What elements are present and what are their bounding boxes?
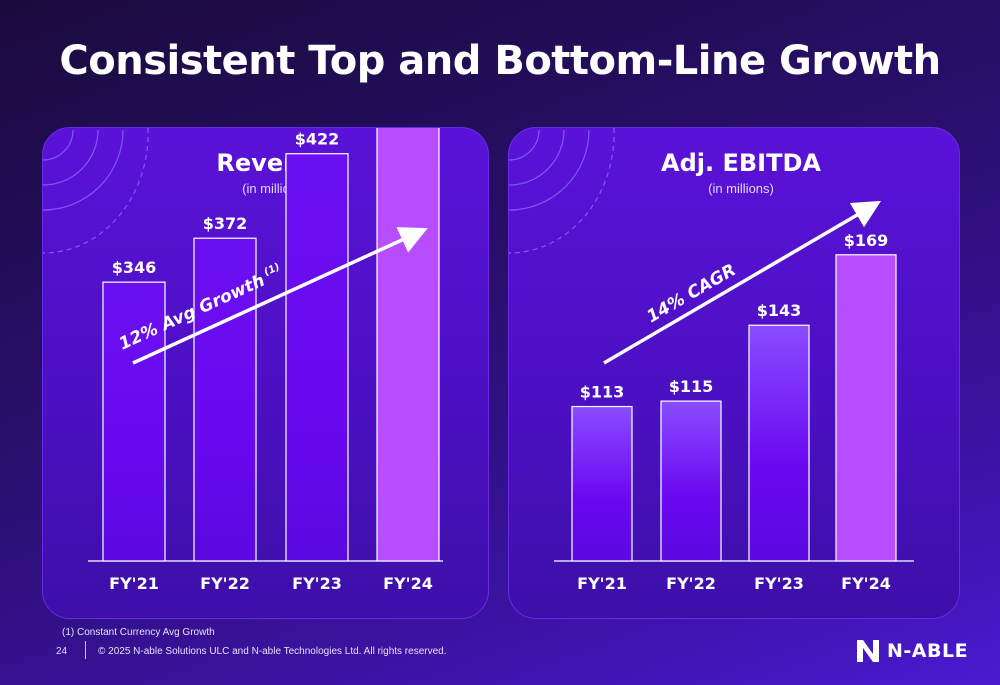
chart-title: Adj. EBITDA [661, 149, 821, 177]
category-label: FY'23 [292, 574, 342, 593]
decor-arc [43, 129, 124, 211]
bar-FY'21 [102, 281, 166, 562]
category-label: FY'24 [383, 574, 433, 593]
decor-arc [43, 129, 74, 161]
logo-text: N-ABLE [887, 640, 969, 662]
decor-arc [43, 129, 99, 186]
page-number: 24 [56, 646, 68, 657]
category-label: FY'21 [577, 574, 627, 593]
decor-arc [509, 129, 540, 161]
bar-FY'24 [376, 128, 440, 562]
page-title: Consistent Top and Bottom-Line Growth [59, 38, 941, 84]
n-able-logo-icon [857, 640, 879, 662]
chart-subtitle: (in millions) [708, 181, 774, 196]
revenue-panel: Revenue (in millions) $346 FY'21 $372 FY'22 $4… [42, 127, 489, 619]
decor-arc-dashed [509, 128, 615, 254]
category-label: FY'23 [754, 574, 804, 593]
bar-FY'23 [285, 153, 349, 562]
annotation-superscript: (1) [259, 262, 281, 280]
data-label: $346 [112, 258, 157, 277]
decor-arc [509, 129, 565, 186]
category-label: FY'22 [666, 574, 716, 593]
growth-arrow [132, 227, 428, 365]
data-label: $143 [757, 301, 802, 320]
bar-FY'21 [571, 405, 633, 562]
category-label: FY'24 [841, 574, 891, 593]
copyright-text: © 2025 N-able Solutions ULC and N-able T… [98, 646, 447, 657]
n-able-logo: N-ABLE [855, 637, 968, 665]
category-label: FY'21 [109, 574, 159, 593]
footer-divider [85, 641, 86, 659]
bar-FY'22 [660, 400, 722, 562]
ebitda-chart: Adj. EBITDA (in millions) $113 FY'21 $115 FY'… [509, 128, 914, 593]
bar-FY'23 [748, 324, 810, 562]
data-label: $372 [203, 214, 248, 233]
data-label: $113 [580, 383, 625, 402]
bar-FY'22 [193, 237, 257, 562]
ebitda-panel: Adj. EBITDA (in millions) $113 FY'21 $115 FY'… [508, 127, 960, 619]
bar-FY'24 [835, 254, 897, 562]
data-label: $422 [295, 130, 340, 149]
revenue-chart: Revenue(in millions)$346FY'21$372FY'22$4… [43, 128, 443, 593]
decor-arc [509, 129, 590, 211]
data-label: $169 [844, 231, 889, 250]
decor-arc-dashed [43, 128, 149, 254]
category-label: FY'22 [200, 574, 250, 593]
growth-arrow [603, 200, 882, 365]
data-label: $115 [669, 377, 714, 396]
footnote: (1) Constant Currency Avg Growth [62, 627, 215, 638]
